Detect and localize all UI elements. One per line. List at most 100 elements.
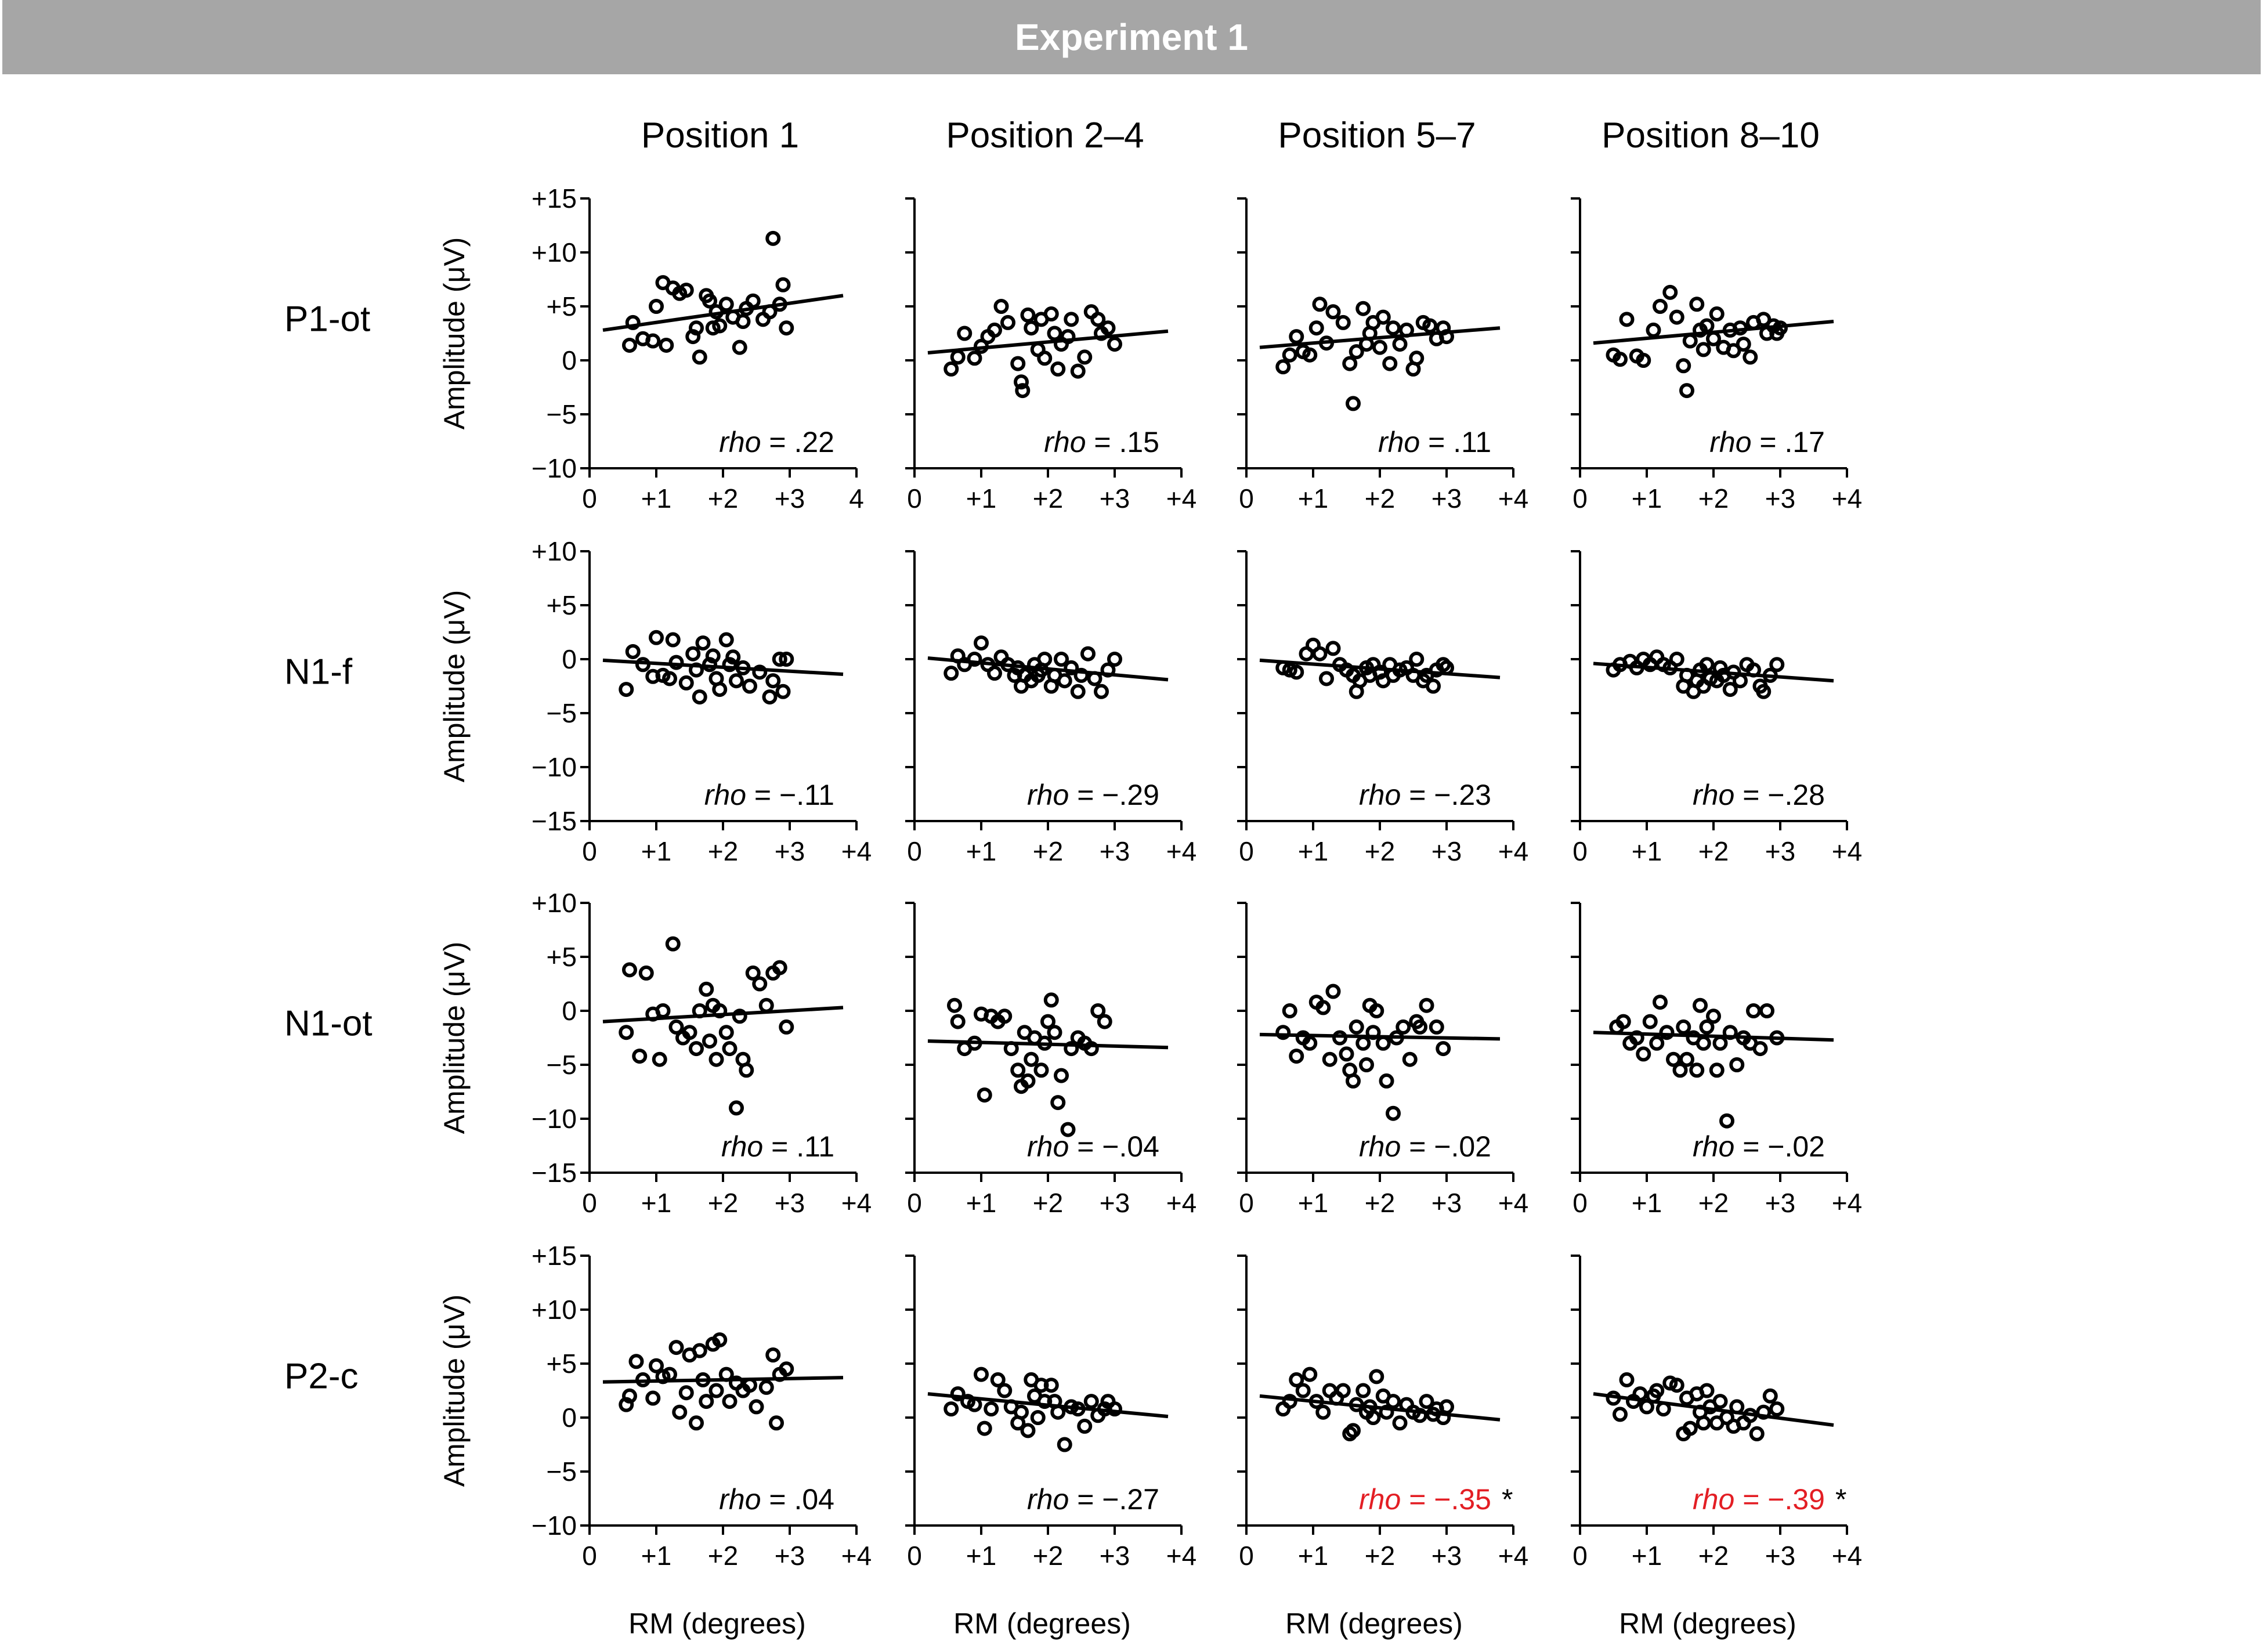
- panel-r4-c1-data-point: [692, 1343, 707, 1358]
- panel-r3-c1-data-point: [752, 976, 768, 992]
- panel-r2-c4-rho-label: rho = −.28: [1693, 779, 1825, 811]
- x-axis-title: RM (degrees): [1285, 1607, 1463, 1640]
- panel-r4-c3-data-point: [1315, 1404, 1331, 1420]
- panel-r1-c3-data-point: [1289, 329, 1304, 345]
- panel-r3-c1-data-point: [692, 1003, 707, 1018]
- panel-r4-c2-data-point: [974, 1367, 989, 1382]
- panel-r1-c2-data-point: [1060, 329, 1076, 345]
- panel-r3-c3-data-point: [1365, 1025, 1381, 1040]
- panel-r2-c1-data-point: [685, 646, 701, 661]
- panel-r2-c1-data-point: [692, 689, 707, 705]
- x-tick-label: +4: [1498, 1188, 1528, 1218]
- panel-r4-c1-data-point: [655, 1369, 671, 1385]
- panel-r1-c3-data-point: [1342, 356, 1358, 371]
- panel-r2-c4-data-point: [1669, 652, 1684, 667]
- panel-r3-c3-data-point: [1429, 1019, 1444, 1035]
- panel-r4-c2-data-point: [1030, 1410, 1046, 1425]
- panel-r2-c1-data-point: [772, 652, 787, 667]
- panel-r1-c4-data-point: [1743, 349, 1758, 365]
- x-tick-label: +3: [1100, 1188, 1130, 1218]
- panel-r4-c3-data-point: [1369, 1369, 1384, 1385]
- panel-r1-c3-data-point: [1386, 320, 1401, 336]
- x-tick-label: +4: [1832, 1541, 1862, 1571]
- panel-r3-c4-rho-label: rho = −.02: [1693, 1130, 1825, 1163]
- panel-r3-c1-data-point: [689, 1041, 704, 1057]
- x-tick-label: +4: [841, 836, 872, 866]
- y-tick-label: −5: [547, 698, 577, 728]
- y-tick-label: 0: [562, 1402, 577, 1433]
- x-tick-label: 0: [907, 483, 922, 514]
- panel-r1-c4-data-point: [1689, 297, 1705, 312]
- panel-r4-c3-data-point: [1386, 1394, 1401, 1409]
- panel-r1-c3-data-point: [1325, 304, 1341, 320]
- panel-r2-c2-data-point: [1087, 671, 1102, 686]
- panel-r3-c4-data-point: [1672, 1062, 1688, 1078]
- panel-r1-c3-data-point: [1382, 356, 1398, 371]
- panel-r2-c1-data-point: [722, 657, 738, 673]
- x-tick-label: +4: [841, 1541, 872, 1571]
- x-tick-label: 0: [1239, 836, 1254, 866]
- x-tick-label: +1: [641, 1188, 671, 1218]
- x-tick-label: +3: [1765, 1541, 1795, 1571]
- panel-r2-c4-data-point: [1769, 657, 1785, 673]
- x-tick-label: +2: [708, 1541, 738, 1571]
- panel-r3-c4-data-point: [1722, 1025, 1738, 1040]
- x-tick-label: +3: [1431, 1541, 1462, 1571]
- y-tick-label: −5: [547, 1456, 577, 1487]
- x-tick-label: +2: [1698, 836, 1729, 866]
- panel-r4-c4-data-point: [1649, 1383, 1665, 1398]
- x-tick-label: +4: [1166, 1188, 1196, 1218]
- x-tick-label: +1: [1298, 1188, 1328, 1218]
- panel-r4-c4-data-point: [1613, 1407, 1628, 1422]
- x-tick-label: 0: [907, 836, 922, 866]
- y-tick-label: −10: [532, 1510, 577, 1541]
- x-tick-label: +3: [1431, 1188, 1462, 1218]
- y-axis-title: Amplitude (μV): [438, 590, 471, 783]
- panel-r2-c1-data-point: [729, 673, 744, 689]
- panel-r2-c1-data-point: [752, 664, 768, 680]
- x-tick-label: +4: [1166, 483, 1196, 514]
- panel-r3-c1-data-point: [619, 1025, 634, 1040]
- panel-r4-c2-data-point: [1070, 1401, 1086, 1417]
- panel-r3-c2-data-point: [1050, 1095, 1066, 1111]
- panel-r1-c4-data-point: [1736, 337, 1751, 352]
- y-tick-label: −5: [547, 1050, 577, 1080]
- panel-r4-c2-data-point: [1020, 1423, 1036, 1438]
- panel-r4-c4-data-point: [1762, 1388, 1778, 1404]
- panel-r2-c2-data-point: [1057, 673, 1072, 689]
- x-tick-label: +3: [775, 836, 805, 866]
- panel-r3-c4-data-point: [1769, 1030, 1785, 1046]
- panel-r4-c4-data-point: [1696, 1415, 1711, 1431]
- panel-r1-c2-regression-line: [927, 329, 1169, 355]
- panel-r4-c1-data-point: [635, 1372, 650, 1387]
- x-tick-label: +2: [708, 1188, 738, 1218]
- panel-r2-c1-data-point: [619, 682, 634, 697]
- y-axis-title: Amplitude (μV): [438, 1295, 471, 1487]
- x-tick-label: +1: [641, 483, 671, 514]
- panel-r4-c2-data-point: [1050, 1404, 1066, 1420]
- panel-r3-c4-data-point: [1649, 1035, 1665, 1051]
- x-tick-label: +1: [1298, 836, 1328, 866]
- panel-r3-c4-data-point: [1679, 1051, 1694, 1067]
- x-axis-title: RM (degrees): [628, 1607, 806, 1640]
- panel-r2-c2-data-point: [1100, 662, 1116, 678]
- panel-r1-c2-data-point: [974, 338, 989, 354]
- panel-r4-c3-data-point: [1419, 1394, 1434, 1409]
- panel-r4-c3-data-point: [1308, 1394, 1324, 1409]
- panel-r4-c3-data-point: [1346, 1423, 1361, 1438]
- x-tick-label: 0: [582, 1541, 597, 1571]
- panel-r3-c4-data-point: [1676, 1019, 1691, 1035]
- panel-r1-c2-data-point: [967, 350, 982, 366]
- panel-r1-c2-data-point: [1043, 306, 1059, 322]
- panel-r2-c2-data-point: [943, 666, 959, 681]
- x-tick-label: +4: [1832, 836, 1862, 866]
- panel-r2-c2-data-point: [987, 666, 1002, 681]
- panel-r3-c2-data-point: [997, 1008, 1013, 1024]
- panel-r1-c2-data-point: [1014, 374, 1029, 390]
- panel-r2-c2-data-point: [1064, 660, 1079, 675]
- x-tick-label: +2: [1033, 836, 1063, 866]
- y-tick-label: +15: [532, 183, 577, 214]
- row-label-p1-ot: P1-ot: [284, 299, 370, 339]
- panel-r1-c4-rho-label: rho = .17: [1709, 426, 1825, 458]
- panel-r3-c3-data-point: [1325, 984, 1341, 999]
